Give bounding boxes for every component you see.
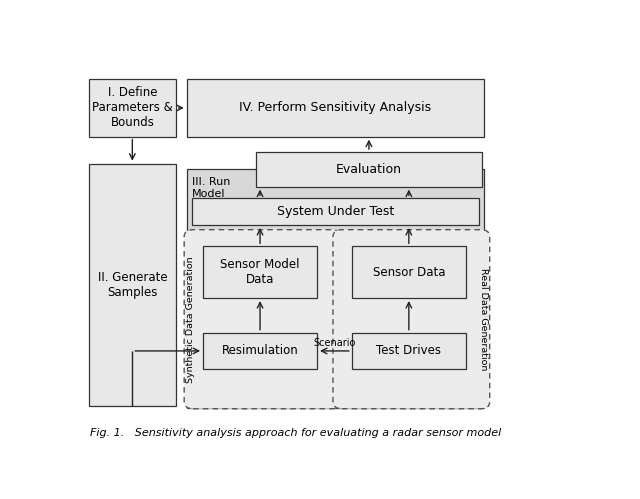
Bar <box>203 333 317 369</box>
Text: System Under Test: System Under Test <box>277 205 394 218</box>
Text: Fig. 1.   Sensitivity analysis approach for evaluating a radar sensor model: Fig. 1. Sensitivity analysis approach fo… <box>90 428 501 438</box>
Bar <box>352 246 466 298</box>
Bar <box>80 56 576 144</box>
Text: Real Data Generation: Real Data Generation <box>479 268 488 370</box>
Text: Resimulation: Resimulation <box>221 344 298 357</box>
Text: III. Run
Model: III. Run Model <box>191 177 230 199</box>
Bar <box>89 79 176 137</box>
Text: Synthetic Data Generation: Synthetic Data Generation <box>186 256 195 383</box>
Text: Evaluation: Evaluation <box>336 163 402 176</box>
Text: Sensor Data: Sensor Data <box>372 265 445 278</box>
FancyBboxPatch shape <box>184 230 341 409</box>
Bar <box>187 169 484 408</box>
Bar <box>187 79 484 137</box>
Text: Test Drives: Test Drives <box>376 344 442 357</box>
Bar <box>352 333 466 369</box>
Bar <box>191 198 479 225</box>
Text: Scenario: Scenario <box>313 338 356 348</box>
Bar <box>256 152 482 187</box>
Text: II. Generate
Samples: II. Generate Samples <box>97 270 167 299</box>
Text: IV. Perform Sensitivity Analysis: IV. Perform Sensitivity Analysis <box>239 101 431 114</box>
Text: I. Define
Parameters &
Bounds: I. Define Parameters & Bounds <box>92 86 173 129</box>
Bar <box>89 164 176 406</box>
FancyBboxPatch shape <box>333 230 490 409</box>
Bar <box>203 246 317 298</box>
Text: Sensor Model
Data: Sensor Model Data <box>220 258 300 286</box>
